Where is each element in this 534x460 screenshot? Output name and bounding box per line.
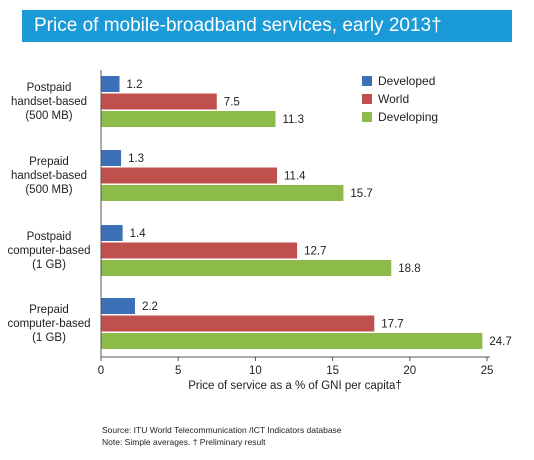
x-tick-label-4: 20 xyxy=(403,365,416,377)
category-label-line-2-0: Postpaid xyxy=(26,230,72,243)
chart-title: Price of mobile-broadband services, earl… xyxy=(34,15,442,36)
category-label-line-2-2: (1 GB) xyxy=(32,258,66,271)
data-label-developed-0: 1.2 xyxy=(127,79,143,91)
legend-item-developed: Developed xyxy=(362,72,438,90)
legend: Developed World Developing xyxy=(362,72,438,126)
data-label-developing-0: 11.3 xyxy=(282,114,304,126)
legend-swatch-world xyxy=(362,94,372,104)
bar-developed-0 xyxy=(101,76,120,92)
category-label-line-2-1: computer-based xyxy=(7,244,91,257)
data-label-developed-1: 1.3 xyxy=(128,153,144,165)
category-label-line-0-0: Postpaid xyxy=(26,81,72,94)
data-label-developed-2: 1.4 xyxy=(130,228,147,240)
legend-item-developing: Developing xyxy=(362,108,438,126)
data-label-world-3: 17.7 xyxy=(381,319,403,331)
source-notes: Source: ITU World Telecommunication /ICT… xyxy=(102,424,342,448)
data-label-world-0: 7.5 xyxy=(224,97,240,109)
legend-item-world: World xyxy=(362,90,438,108)
bar-developed-2 xyxy=(101,225,123,241)
category-label-line-3-2: (1 GB) xyxy=(32,331,66,344)
category-label-line-1-0: Prepaid xyxy=(29,155,69,168)
category-label-2: Postpaid computer-based (1 GB) xyxy=(0,230,98,272)
data-label-developed-3: 2.2 xyxy=(142,301,158,313)
bar-developing-0 xyxy=(101,111,276,127)
bar-developed-1 xyxy=(101,150,122,166)
bar-developing-1 xyxy=(101,185,344,201)
bar-world-3 xyxy=(101,315,375,332)
x-tick-label-5: 25 xyxy=(481,365,494,377)
title-bar: Price of mobile-broadband services, earl… xyxy=(22,10,512,42)
data-label-world-2: 12.7 xyxy=(304,246,326,258)
category-label-0: Postpaid handset-based (500 MB) xyxy=(0,81,98,123)
data-label-developing-3: 24.7 xyxy=(489,336,511,348)
bar-developing-2 xyxy=(101,260,392,276)
x-tick-label-1: 5 xyxy=(175,365,181,377)
data-label-world-1: 11.4 xyxy=(284,171,306,183)
bar-developed-3 xyxy=(101,298,135,314)
bar-world-0 xyxy=(101,93,217,110)
legend-swatch-developed xyxy=(362,76,372,86)
category-label-line-3-0: Prepaid xyxy=(29,303,69,316)
category-label-1: Prepaid handset-based (500 MB) xyxy=(0,155,98,197)
legend-label-developed: Developed xyxy=(378,74,436,88)
category-label-line-1-2: (500 MB) xyxy=(25,183,73,196)
category-label-line-0-1: handset-based xyxy=(10,95,88,108)
source-text: Source: ITU World Telecommunication /ICT… xyxy=(102,425,342,435)
bar-developing-3 xyxy=(101,333,483,349)
category-label-line-0-2: (500 MB) xyxy=(25,109,73,122)
legend-label-developing: Developing xyxy=(378,110,439,124)
x-tick-label-3: 15 xyxy=(326,365,339,377)
category-label-line-1-1: handset-based xyxy=(10,169,88,182)
data-label-developing-2: 18.8 xyxy=(398,263,420,275)
x-tick-label-2: 10 xyxy=(249,365,262,377)
category-label-line-3-1: computer-based xyxy=(7,317,91,330)
bar-world-1 xyxy=(101,167,278,184)
x-tick-label-0: 0 xyxy=(98,365,104,377)
category-label-3: Prepaid computer-based (1 GB) xyxy=(0,303,98,345)
bar-world-2 xyxy=(101,242,298,259)
note-text: Note: Simple averages. † Preliminary res… xyxy=(102,437,266,447)
legend-swatch-developing xyxy=(362,112,372,122)
x-axis-label: Price of service as a % of GNI per capit… xyxy=(188,380,402,392)
legend-label-world: World xyxy=(378,92,410,106)
data-label-developing-1: 15.7 xyxy=(350,188,372,200)
